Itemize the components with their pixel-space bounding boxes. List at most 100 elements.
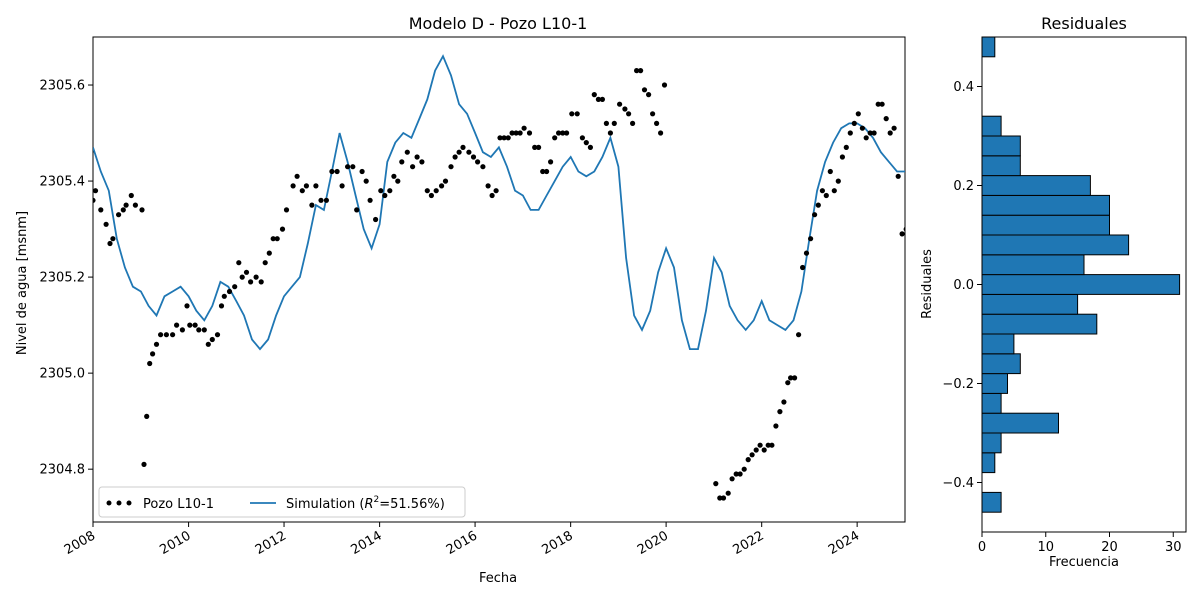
observed-point: [350, 164, 356, 170]
observed-point: [497, 135, 503, 141]
observed-point: [274, 236, 280, 242]
observed-point: [626, 111, 632, 117]
observed-point: [196, 327, 202, 333]
observed-point: [753, 447, 759, 453]
observed-point: [147, 360, 153, 367]
observed-point: [382, 192, 388, 199]
observed-point: [128, 192, 134, 199]
histogram-x-axis-label: Frecuencia: [1049, 555, 1119, 570]
observed-point: [646, 92, 652, 98]
observed-point: [564, 130, 570, 136]
observed-point: [903, 226, 905, 232]
observed-point: [509, 130, 515, 136]
observed-point: [505, 135, 511, 141]
observed-point: [363, 178, 369, 184]
observed-point: [827, 168, 833, 175]
x-tick-label: 2018: [539, 528, 575, 558]
observed-point: [831, 188, 837, 194]
observed-point: [521, 125, 527, 131]
observed-point: [871, 130, 877, 136]
observed-point: [574, 111, 580, 117]
observed-point: [456, 149, 462, 155]
observed-point: [777, 409, 783, 415]
observed-point: [485, 183, 491, 189]
observed-point: [622, 106, 628, 112]
histogram-bar: [981, 333, 1015, 355]
observed-point: [661, 82, 668, 88]
observed-point: [773, 423, 779, 429]
observed-point: [583, 140, 589, 146]
observed-point: [404, 149, 410, 155]
observed-point: [835, 178, 841, 184]
histogram-bar: [981, 135, 1021, 157]
observed-point: [875, 101, 881, 107]
x-tick-label: 20: [1101, 540, 1118, 555]
observed-point: [847, 130, 853, 136]
observed-point: [733, 471, 739, 477]
observed-point: [209, 336, 215, 343]
y-tick-label: 0.0: [953, 278, 974, 293]
observed-point: [808, 236, 814, 242]
observed-point: [650, 111, 656, 117]
observed-point: [540, 168, 546, 175]
x-tick-label: 10: [1037, 540, 1054, 555]
observed-point: [579, 135, 586, 141]
observed-point: [299, 188, 305, 194]
observed-point: [599, 96, 606, 102]
observed-point: [313, 183, 319, 189]
histogram-title: Residuales: [1041, 14, 1127, 33]
observed-point: [270, 236, 276, 242]
histogram-y-axis-label: Residuales: [920, 249, 935, 319]
observed-point: [323, 197, 329, 203]
observed-point: [442, 178, 449, 184]
main-x-axis-label: Fecha: [479, 571, 517, 586]
x-tick-label: 2022: [731, 528, 767, 558]
observed-point: [290, 183, 296, 189]
observed-point: [493, 188, 499, 194]
observed-point: [470, 154, 477, 160]
histogram-bar: [981, 353, 1021, 375]
observed-point: [587, 144, 594, 150]
observed-point: [560, 130, 566, 136]
histogram-bar: [981, 412, 1059, 434]
histogram-bar: [981, 115, 1002, 137]
observed-point: [163, 332, 169, 338]
observed-point: [552, 135, 558, 141]
observed-point: [221, 293, 227, 299]
x-tick-label: 2010: [157, 528, 193, 558]
x-tick-label: 2012: [253, 528, 289, 558]
observed-point: [141, 461, 147, 467]
observed-point: [243, 269, 250, 275]
observed-point: [761, 447, 767, 453]
observed-point: [819, 188, 826, 194]
observed-point: [658, 130, 664, 136]
x-tick-label: 2024: [826, 528, 862, 558]
observed-point: [258, 279, 264, 285]
observed-point: [253, 274, 259, 280]
observed-point: [116, 212, 122, 218]
observed-point: [859, 125, 866, 131]
histogram-bar: [981, 254, 1085, 276]
observed-point: [879, 101, 885, 107]
observed-point: [717, 495, 723, 501]
x-tick-label: 0: [978, 540, 986, 555]
observed-point: [139, 207, 145, 213]
observed-point: [843, 144, 849, 150]
observed-point: [638, 68, 644, 74]
observed-point: [345, 164, 351, 170]
y-tick-label: 0.4: [953, 80, 974, 95]
legend-point-marker: [116, 500, 122, 506]
main-plot-frame: [92, 36, 906, 523]
observed-point: [448, 164, 454, 170]
legend-box: [98, 486, 466, 518]
observed-point: [232, 284, 238, 290]
histogram-bar: [981, 313, 1098, 335]
y-tick-label: 2305.4: [40, 175, 86, 190]
observed-point: [741, 466, 747, 472]
y-tick-label: 2305.2: [40, 271, 86, 286]
residuals-histogram: Residuales −0.4 −0.2 0.0 0.2 0.4 0 10 20 30 Fre…: [920, 14, 1187, 570]
observed-point: [150, 351, 156, 357]
observed-point: [607, 130, 614, 136]
observed-point: [532, 144, 538, 150]
observed-point: [387, 188, 393, 194]
